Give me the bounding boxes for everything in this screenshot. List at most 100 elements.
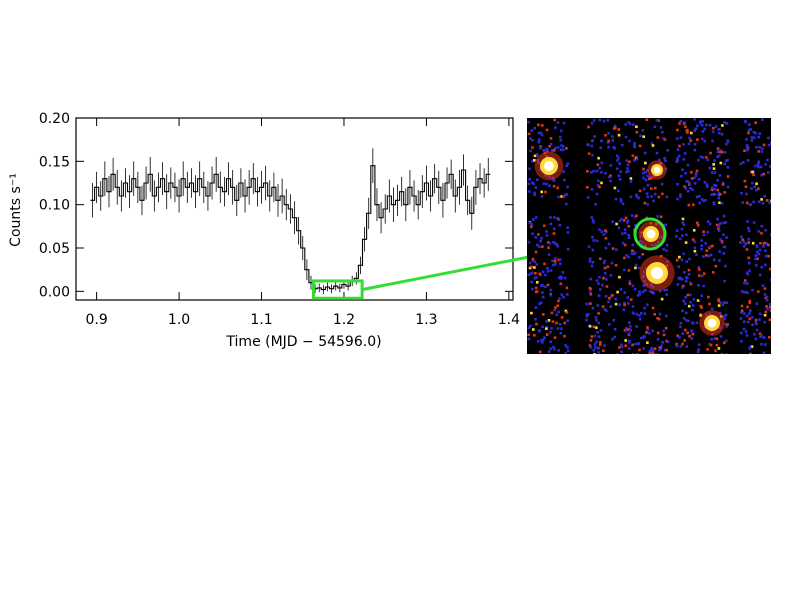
photon-event xyxy=(710,307,714,311)
photon-event xyxy=(655,353,659,354)
photon-event xyxy=(747,241,750,244)
photon-event xyxy=(754,121,757,124)
photon-event xyxy=(540,124,544,127)
photon-event xyxy=(708,302,711,306)
photon-event xyxy=(531,232,534,235)
photon-event xyxy=(759,335,762,339)
photon-event xyxy=(627,333,631,337)
photon-event xyxy=(530,129,533,132)
photon-event xyxy=(585,313,588,316)
photon-event xyxy=(724,159,728,163)
photon-event xyxy=(699,155,703,159)
photon-event xyxy=(611,337,614,341)
photon-event xyxy=(680,227,684,231)
photon-event xyxy=(717,225,721,228)
photon-event xyxy=(760,224,764,228)
photon-event xyxy=(693,249,697,253)
photon-event xyxy=(539,145,542,148)
photon-event xyxy=(693,246,697,250)
photon-event xyxy=(634,224,637,227)
y-axis-label: Counts s⁻¹ xyxy=(8,173,24,247)
photon-event xyxy=(701,120,704,123)
photon-event xyxy=(628,280,632,283)
photon-event xyxy=(683,185,686,188)
photon-event xyxy=(628,327,631,331)
photon-event xyxy=(599,341,602,344)
photon-event xyxy=(627,236,631,239)
photon-event xyxy=(676,283,680,286)
photon-event xyxy=(688,257,691,261)
photon-event xyxy=(726,323,729,326)
photon-event xyxy=(754,164,757,168)
photon-event xyxy=(724,264,727,268)
photon-event xyxy=(605,309,608,312)
photon-event xyxy=(629,180,633,183)
photon-event xyxy=(638,348,641,352)
photon-event xyxy=(609,274,613,277)
photon-event xyxy=(530,280,533,284)
photon-event xyxy=(652,292,655,295)
photon-event xyxy=(540,190,543,194)
photon-event xyxy=(656,136,660,139)
photon-event xyxy=(586,143,589,146)
photon-event xyxy=(770,141,771,145)
photon-event xyxy=(589,293,593,296)
photon-event xyxy=(703,139,706,143)
photon-event xyxy=(602,276,605,280)
photon-event xyxy=(595,169,599,173)
x-tick-label: 1.0 xyxy=(168,312,190,328)
photon-event xyxy=(719,193,722,196)
photon-event xyxy=(642,176,645,180)
photon-event xyxy=(601,305,605,308)
photon-event xyxy=(682,299,685,303)
photon-event xyxy=(631,154,635,157)
photon-event xyxy=(708,166,712,170)
photon-event xyxy=(549,222,553,226)
photon-event xyxy=(755,328,759,332)
photon-event xyxy=(548,145,551,148)
photon-event xyxy=(745,334,749,337)
photon-event xyxy=(540,301,543,305)
photon-event xyxy=(527,240,531,244)
photon-event xyxy=(651,351,654,354)
photon-event xyxy=(602,261,606,265)
photon-event xyxy=(761,244,765,248)
photon-event xyxy=(764,263,767,267)
photon-event xyxy=(563,194,567,197)
photon-event xyxy=(602,349,605,352)
photon-event xyxy=(661,130,664,134)
photon-event xyxy=(604,295,608,298)
photon-event xyxy=(538,350,542,354)
photon-event xyxy=(549,216,552,219)
photon-event xyxy=(650,195,653,198)
photon-event xyxy=(653,313,656,316)
photon-event xyxy=(675,342,678,346)
photon-event xyxy=(760,231,763,235)
photon-event xyxy=(665,288,668,292)
photon-event xyxy=(684,295,687,299)
photon-event xyxy=(681,168,684,172)
photon-event xyxy=(590,171,593,174)
y-tick-label: 0.20 xyxy=(39,111,70,127)
photon-event xyxy=(756,245,759,248)
photon-event xyxy=(613,124,617,128)
photon-event xyxy=(703,127,707,131)
photon-event xyxy=(722,233,725,236)
photon-event xyxy=(644,161,647,165)
photon-event xyxy=(710,193,713,196)
photon-event xyxy=(533,276,537,280)
photon-event xyxy=(614,297,617,301)
photon-event xyxy=(556,121,560,124)
photon-event xyxy=(616,353,619,354)
photon-event xyxy=(532,218,535,221)
photon-event xyxy=(745,144,749,147)
photon-event xyxy=(540,338,543,342)
photon-event xyxy=(702,233,706,237)
photon-event xyxy=(607,145,610,149)
photon-event xyxy=(589,302,592,305)
photon-event xyxy=(739,241,742,244)
photon-event xyxy=(741,201,744,204)
photon-event xyxy=(660,297,664,301)
photon-event xyxy=(557,310,560,314)
photon-event xyxy=(723,121,726,124)
